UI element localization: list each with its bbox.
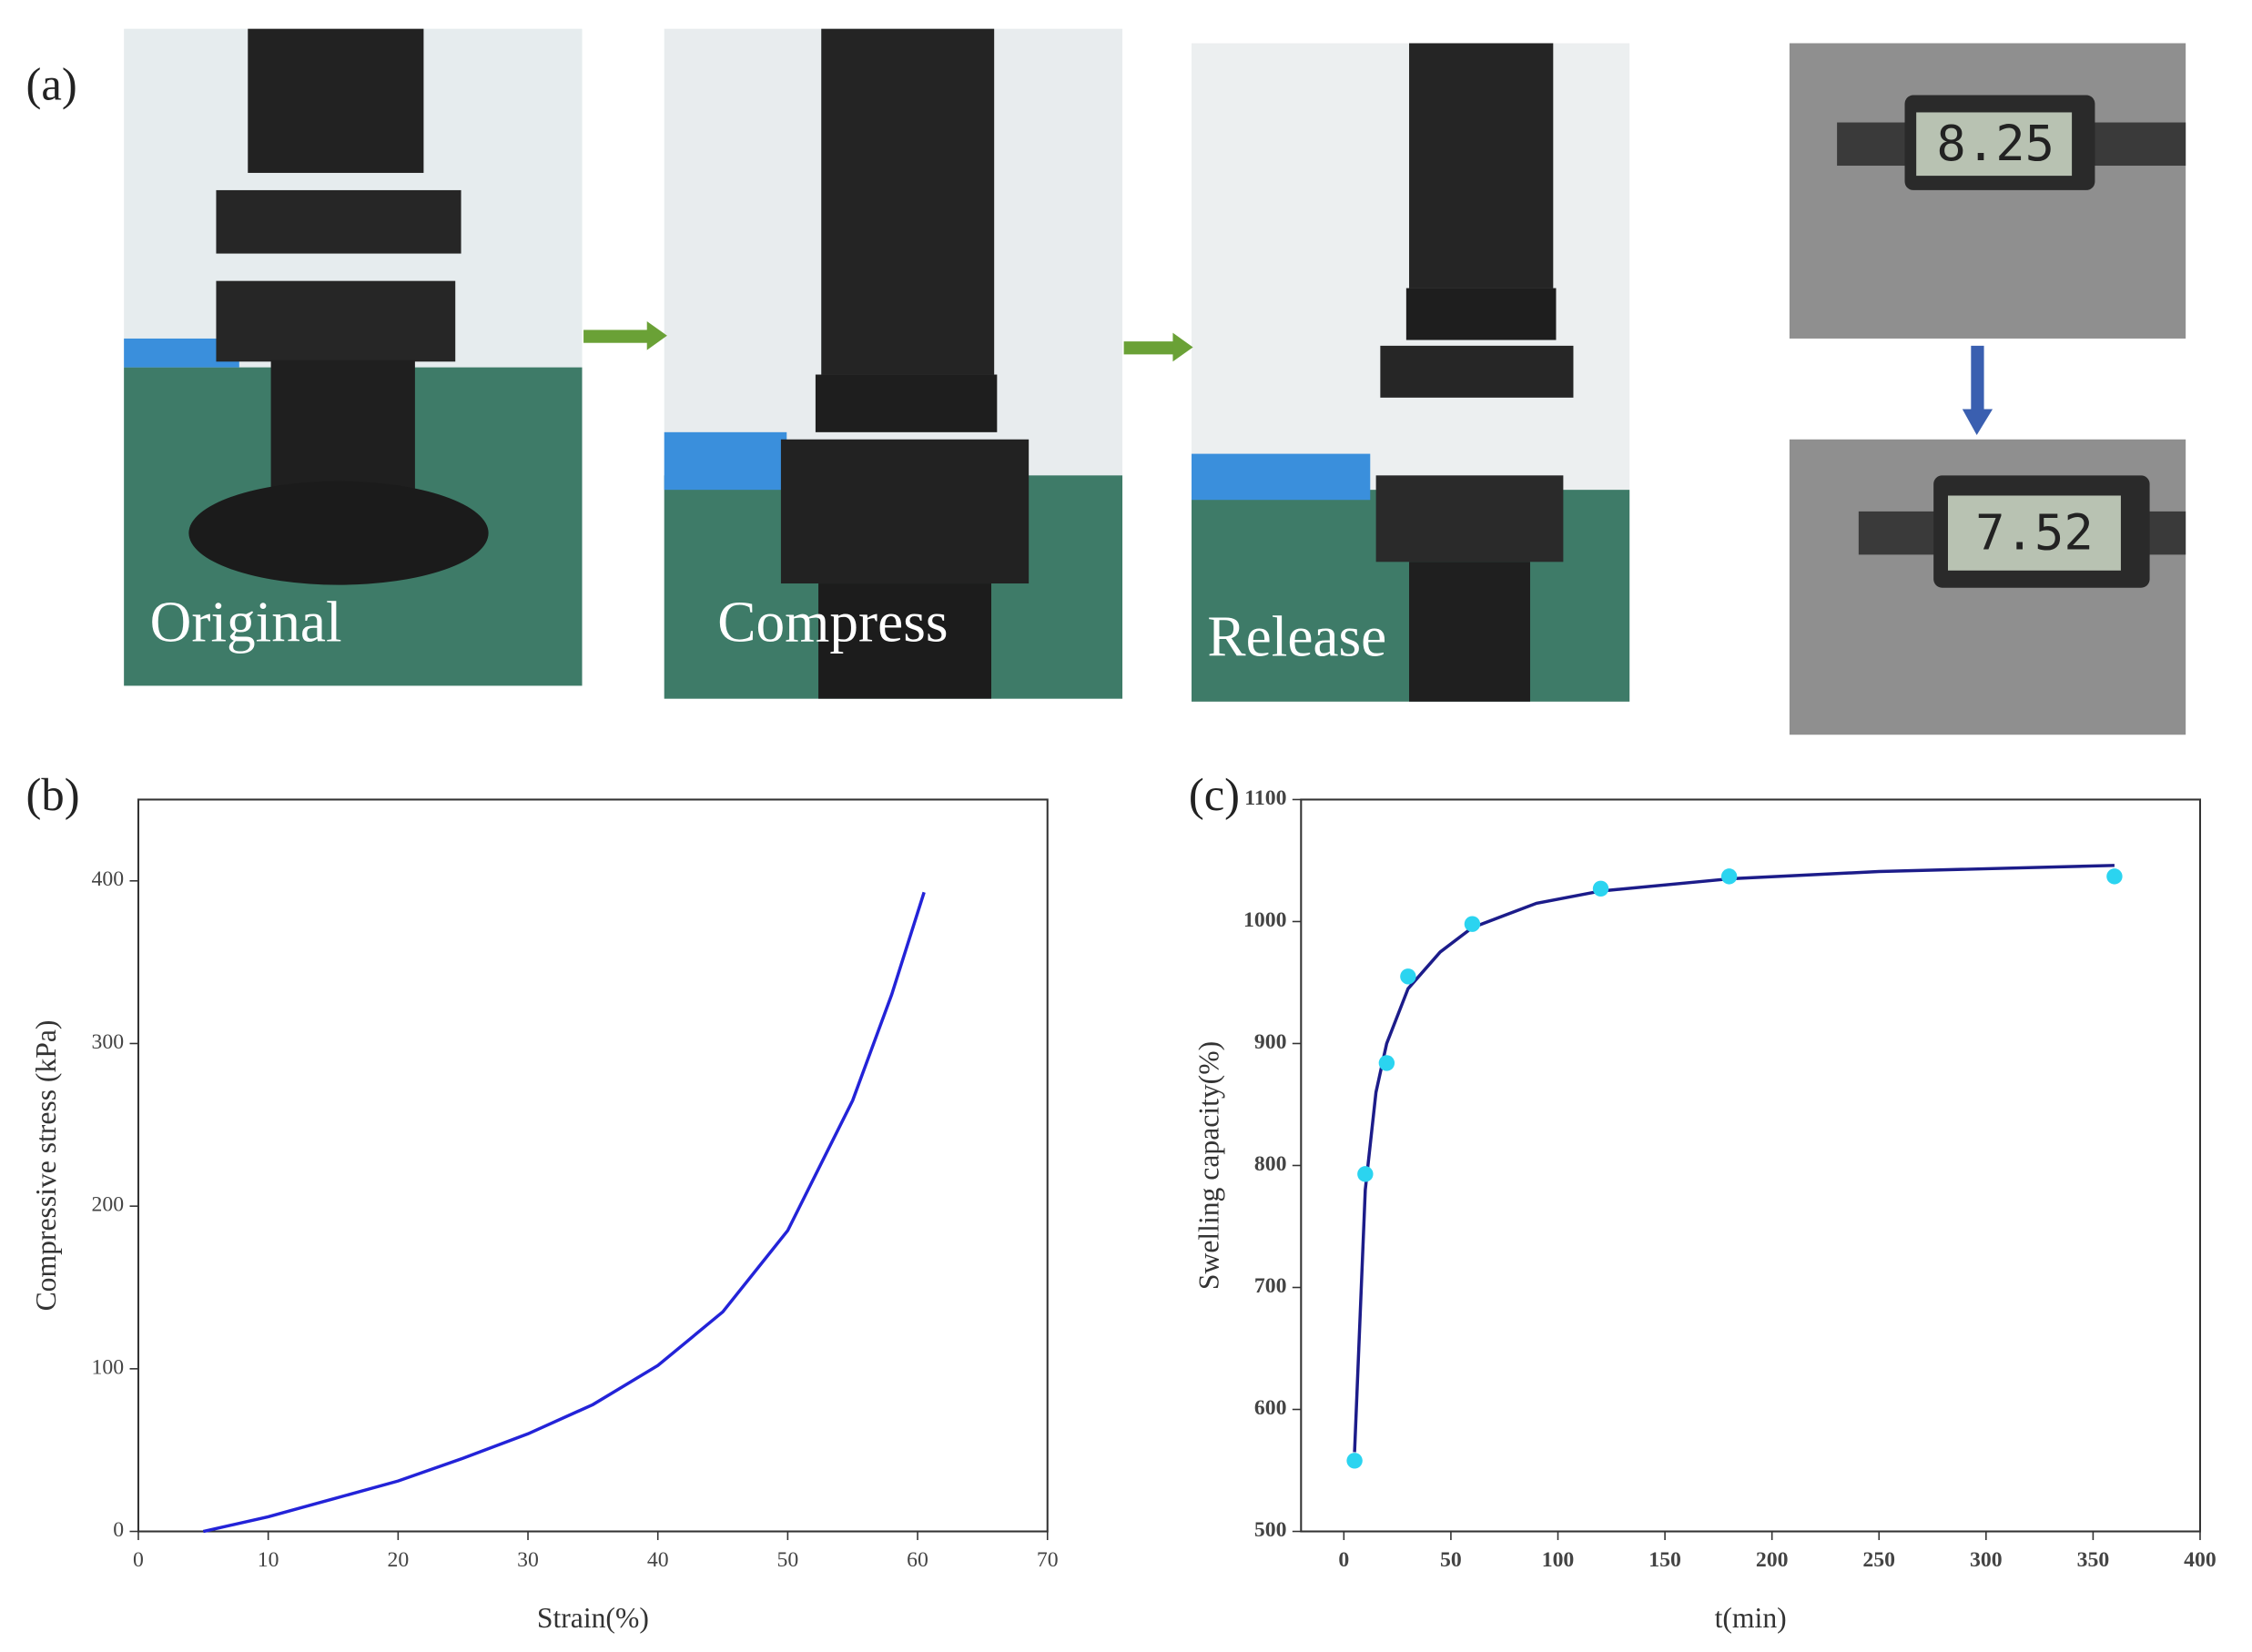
- panel-label: (a): [26, 59, 77, 110]
- caliper-reading: 7.52: [1975, 503, 2094, 561]
- x-tick-label: 150: [1648, 1548, 1681, 1572]
- y-tick-label: 400: [92, 867, 125, 891]
- x-axis-title: t(min): [1715, 1602, 1787, 1634]
- data-point: [1592, 880, 1609, 897]
- data-point: [1400, 968, 1416, 985]
- caliper-reading: 8.25: [1936, 115, 2054, 172]
- y-tick-label: 1100: [1244, 786, 1286, 810]
- data-line: [202, 891, 926, 1534]
- panel-label: (c): [1189, 769, 1240, 820]
- data-point: [1720, 868, 1738, 885]
- y-tick-label: 500: [1254, 1518, 1287, 1542]
- photo-release: [1192, 43, 1630, 702]
- arrows: [583, 320, 1993, 436]
- x-tick-label: 400: [2184, 1548, 2216, 1572]
- y-axis-title: Compressive stress (kPa): [30, 1020, 62, 1312]
- y-tick-label: 700: [1254, 1274, 1287, 1298]
- caption: Compress: [717, 591, 948, 654]
- x-tick-label: 0: [1338, 1548, 1349, 1572]
- data-point: [1464, 916, 1481, 932]
- chart: (b) 0 10 20 30 40 50 60 70 0 100 200 300 400 Strain(%)…: [26, 769, 1059, 1634]
- caption: Release: [1207, 604, 1386, 668]
- x-tick-label: 200: [1756, 1548, 1789, 1572]
- y-tick-label: 200: [92, 1193, 125, 1217]
- x-tick-label: 300: [1970, 1548, 2003, 1572]
- y-tick-label: 1000: [1243, 908, 1286, 932]
- data-point: [1357, 1166, 1374, 1182]
- y-tick-label: 300: [92, 1030, 125, 1054]
- x-tick-label: 40: [647, 1548, 669, 1572]
- x-axis-title: Strain(%): [537, 1602, 649, 1634]
- x-tick-label: 70: [1037, 1548, 1059, 1572]
- data-point: [2106, 868, 2123, 885]
- x-tick-label: 50: [777, 1548, 799, 1572]
- x-tick-label: 30: [517, 1548, 539, 1572]
- x-tick-label: 250: [1862, 1548, 1895, 1572]
- photo-compress: [664, 28, 1123, 699]
- x-tick-label: 20: [387, 1548, 409, 1572]
- y-tick-label: 800: [1254, 1152, 1287, 1176]
- data-point: [1378, 1055, 1395, 1071]
- y-axis-title: Swelling capacity(%): [1192, 1041, 1224, 1290]
- y-tick-label: 600: [1254, 1396, 1287, 1420]
- data-line: [1353, 864, 2115, 1453]
- caption: Original: [150, 591, 342, 654]
- y-tick-label: 0: [113, 1518, 124, 1542]
- x-tick-label: 0: [133, 1548, 144, 1572]
- chart: (c) 0 50 100 150 200 250 300 350 400 500 600 700 800 9…: [1189, 769, 2216, 1634]
- y-tick-label: 100: [92, 1355, 125, 1379]
- x-tick-label: 60: [907, 1548, 928, 1572]
- panel-label: (b): [26, 769, 80, 820]
- photo-caliper: [1789, 43, 2186, 735]
- x-tick-label: 10: [258, 1548, 279, 1572]
- x-tick-label: 100: [1542, 1548, 1575, 1572]
- x-tick-label: 50: [1440, 1548, 1462, 1572]
- plot-frame: [137, 798, 1049, 1533]
- x-tick-label: 350: [2077, 1548, 2110, 1572]
- photo-original: [124, 28, 583, 686]
- plot-frame: [1300, 798, 2202, 1533]
- y-tick-label: 900: [1254, 1030, 1287, 1054]
- data-point: [1346, 1453, 1363, 1469]
